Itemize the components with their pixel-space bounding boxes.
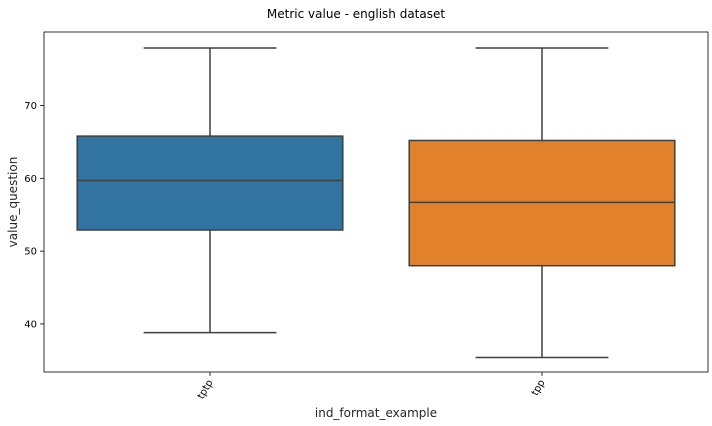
y-tick-label: 40: [24, 319, 37, 330]
y-axis-label: value_question: [6, 157, 20, 248]
box-tptp: [76, 135, 344, 231]
x-tick-label: tptp: [196, 378, 216, 401]
y-tick-label: 60: [24, 174, 37, 185]
y-tick-label: 50: [24, 247, 37, 258]
chart-title: Metric value - english dataset: [267, 7, 445, 21]
plot-area-frame: [43, 31, 709, 373]
x-tick-label: tpp: [530, 378, 548, 398]
y-tick-label: 70: [24, 101, 37, 112]
x-axis-label: ind_format_example: [315, 406, 437, 420]
